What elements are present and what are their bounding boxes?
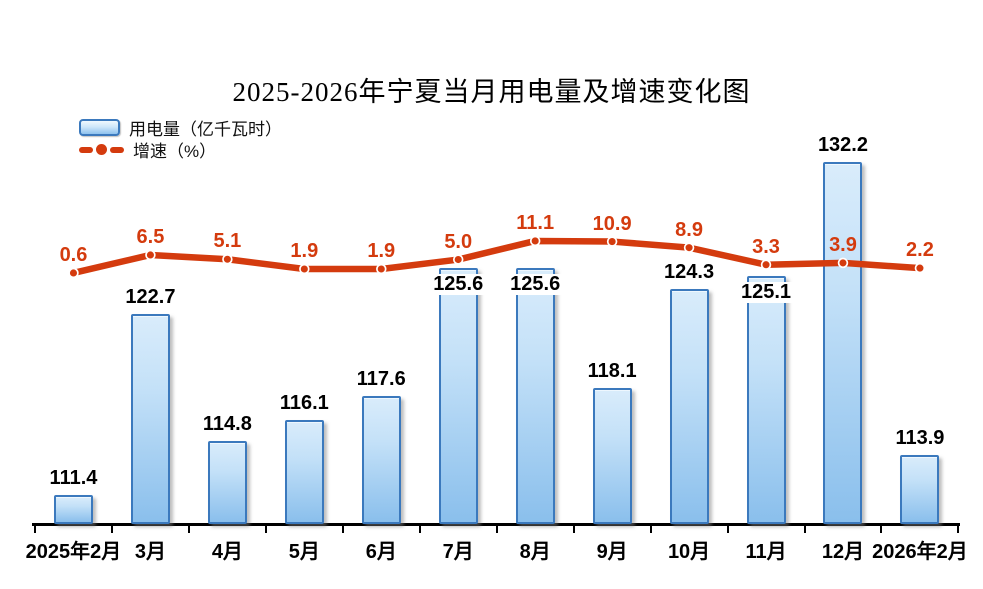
legend-item-consumption: 用电量（亿千瓦时）: [79, 119, 282, 139]
growth-line-marker: [760, 259, 772, 270]
growth-line-marker: [222, 253, 233, 265]
bar-12: [900, 455, 940, 524]
growth-line-marker: [683, 242, 695, 253]
bar-7: [515, 268, 555, 524]
x-axis-label: 9月: [596, 541, 628, 563]
bar-value-label: 125.6: [508, 273, 563, 295]
x-axis-label: 10月: [667, 541, 711, 563]
bar-11: [823, 162, 863, 524]
growth-value-label: 11.1: [516, 211, 555, 234]
x-axis-label: 3月: [134, 541, 166, 563]
bar-value-label: 113.9: [893, 427, 947, 450]
legend: 用电量（亿千瓦时） 增速（%）: [79, 119, 282, 163]
bar-3: [207, 440, 247, 524]
x-axis-tick: [726, 524, 729, 533]
bar-value-label: 111.4: [47, 467, 100, 490]
growth-value-label: 1.9: [367, 240, 396, 262]
x-axis-tick: [957, 524, 960, 533]
x-axis-tick: [803, 524, 806, 533]
bar-value-label: 132.2: [815, 134, 870, 157]
x-axis-label: 2026年2月: [872, 541, 968, 563]
bar-4: [284, 420, 324, 524]
x-axis-label: 2025年2月: [25, 541, 122, 563]
bar-value-label: 114.8: [200, 412, 254, 435]
x-axis-tick: [187, 524, 190, 533]
growth-value-label: 10.9: [592, 212, 632, 235]
x-axis-label: 8月: [519, 541, 551, 563]
x-axis-tick: [572, 524, 575, 533]
x-axis-label: 12月: [821, 541, 865, 563]
x-axis-tick: [341, 524, 344, 533]
growth-line-marker: [68, 267, 79, 279]
bar-5: [361, 396, 401, 524]
x-axis-tick: [110, 524, 113, 533]
growth-value-label: 3.9: [829, 233, 857, 256]
x-axis-tick: [495, 524, 498, 533]
growth-value-label: 5.1: [213, 230, 242, 253]
legend-item-growth: 增速（%）: [79, 141, 282, 161]
chart-title: 2025-2026年宁夏当月用电量及增速变化图: [232, 77, 751, 107]
growth-line-marker: [299, 263, 310, 275]
bar-series-swatch-icon: [79, 119, 120, 136]
growth-line-marker: [452, 254, 464, 265]
line-series-swatch-icon: [79, 143, 124, 156]
bar-value-label: 125.1: [738, 281, 794, 303]
growth-value-label: 3.3: [752, 235, 780, 258]
bar-6: [438, 268, 478, 524]
x-axis-label: 4月: [211, 541, 243, 563]
legend-label-consumption: 用电量（亿千瓦时）: [129, 120, 282, 139]
x-axis-tick: [418, 524, 421, 533]
x-axis-tick: [880, 524, 883, 533]
growth-value-label: 6.5: [136, 225, 165, 248]
bar-8: [592, 388, 632, 524]
x-axis-label: 5月: [288, 541, 320, 563]
bar-value-label: 118.1: [585, 360, 639, 382]
growth-line-marker: [376, 263, 387, 275]
bar-value-label: 117.6: [354, 368, 408, 390]
growth-value-label: 2.2: [906, 239, 934, 262]
bar-2: [130, 314, 170, 524]
x-axis-label: 11月: [745, 541, 787, 563]
x-axis-label: 6月: [365, 541, 397, 563]
growth-line-marker: [145, 249, 156, 261]
bar-10: [746, 276, 786, 524]
bar-value-label: 125.6: [431, 273, 486, 295]
growth-line: [70, 237, 924, 277]
growth-value-label: 1.9: [290, 240, 319, 262]
bar-value-label: 124.3: [662, 260, 717, 283]
x-axis-tick: [264, 524, 267, 533]
growth-value-label: 5.0: [444, 230, 473, 253]
growth-line-marker: [914, 262, 926, 274]
legend-label-growth: 增速（%）: [133, 142, 217, 161]
x-axis-tick: [649, 524, 652, 533]
x-axis-label: 7月: [442, 541, 474, 563]
bar-value-label: 122.7: [123, 286, 178, 309]
bar-value-label: 116.1: [277, 392, 331, 414]
growth-line-marker: [529, 235, 541, 247]
x-axis-tick: [34, 524, 36, 533]
growth-value-label: 0.6: [59, 243, 88, 266]
growth-value-label: 8.9: [675, 218, 703, 241]
growth-line-marker: [606, 236, 618, 247]
bar-1: [53, 495, 93, 524]
bar-9: [669, 288, 709, 524]
